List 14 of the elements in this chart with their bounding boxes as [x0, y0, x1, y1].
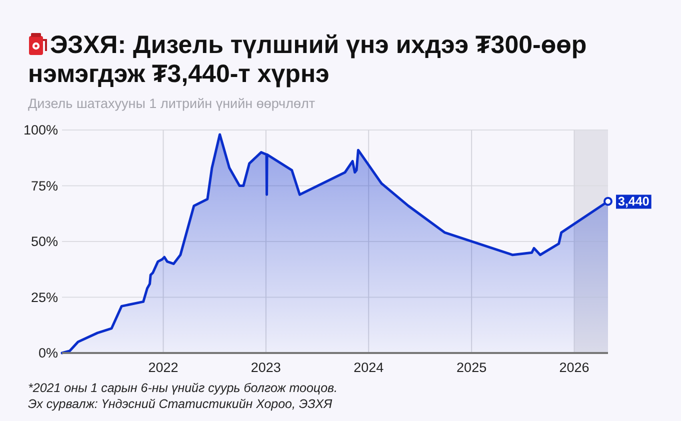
text: *2021 оны 1 сарын 6-ны үнийг суурь болгож тооцов.: [28, 381, 338, 395]
y-tick-label: 100%: [23, 122, 58, 138]
y-tick-label: 0%: [38, 346, 58, 361]
x-tick-label: 2025: [456, 360, 487, 375]
x-tick-label: 2024: [354, 360, 384, 375]
x-tick-label: 2026: [559, 360, 590, 375]
chart-subtitle: Дизель шатахууны 1 литрийн үнийн өөрчлөлт: [28, 96, 316, 111]
chart-title: ЭЗХЯ: Дизель түлшний үнэ ихдээ ₮300-өөр нэмэгдэж ₮3,440-т хүрнэ: [28, 31, 587, 88]
y-tick-label: 50%: [30, 234, 58, 250]
x-tick-label: 2023: [250, 360, 281, 375]
x-tick-label: 2022: [148, 360, 178, 375]
y-tick-label: 25%: [30, 290, 58, 305]
y-tick-label: 75%: [30, 178, 58, 194]
text: Эх сурвалж: Үндэсний Статистикийн Хороо, ЭЗХЯ: [28, 397, 333, 411]
